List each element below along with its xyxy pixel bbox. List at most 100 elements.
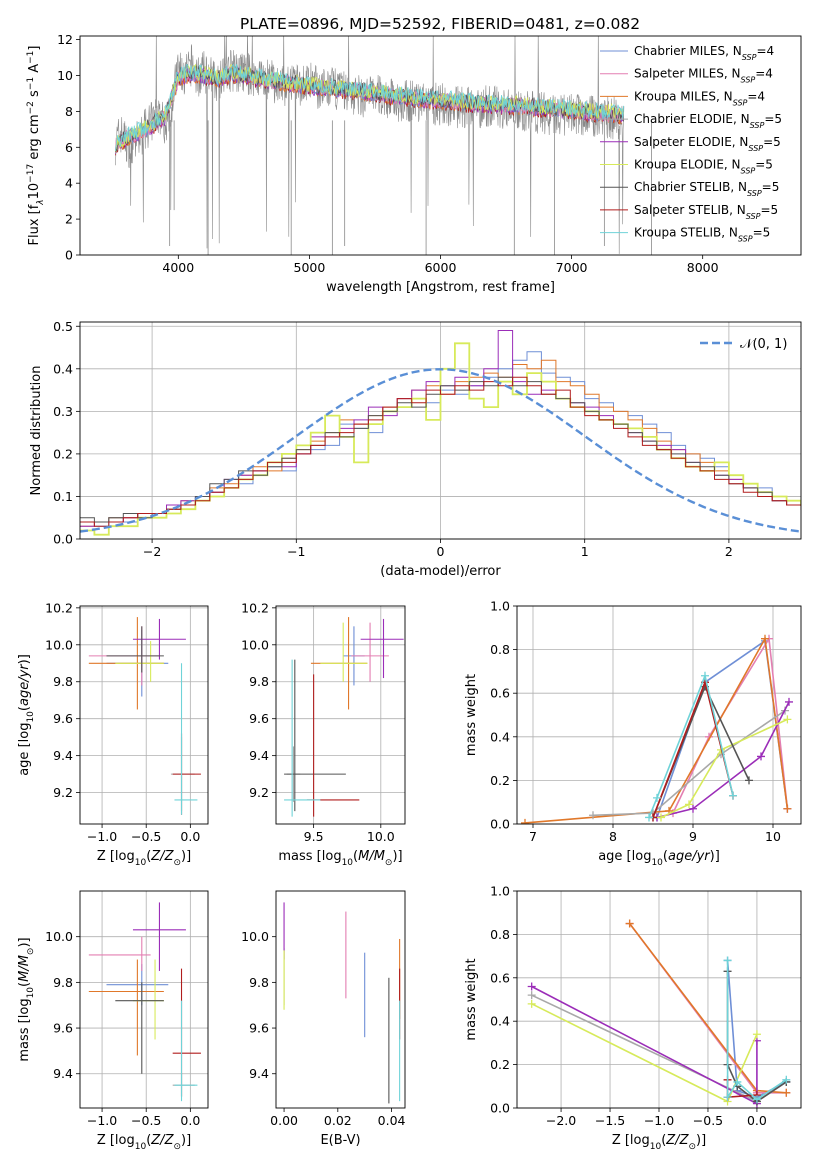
legend-label-sub: SSP: [733, 98, 748, 107]
y-tick-label: 2: [65, 212, 73, 227]
y-axis-label-part: (: [17, 706, 32, 711]
weight-point-marker: [782, 1075, 791, 1084]
legend-label: Chabrier MILES, NSSP=4: [634, 44, 774, 62]
y-axis-label: mass weight: [464, 958, 479, 1040]
x-axis-label-part: Z [log: [97, 1133, 135, 1148]
model-spectrum-line: [115, 63, 624, 152]
weight-point-marker: [757, 752, 765, 761]
y-tick-label: 1.0: [490, 599, 510, 614]
y-axis-label-part: 10: [26, 711, 36, 723]
plot-area: [283, 902, 401, 1104]
y-axis-label: mass weight: [464, 674, 479, 756]
weight-point-marker: [701, 671, 709, 680]
y-axis-label: age [log10(age/yr)]: [17, 654, 36, 776]
legend-label-count: =5: [762, 180, 780, 194]
weight-point-marker: [745, 776, 753, 785]
histogram-line: [80, 376, 801, 523]
x-axis-label-part: (: [663, 849, 668, 864]
legend-label-sub: SSP: [741, 166, 756, 175]
x-axis-label-part: 10: [135, 858, 147, 868]
mass-vs-extinction-panel: 0.00 0.02 0.04 9.4 9.6 9.8 10.0 E(B-V): [241, 890, 406, 1148]
y-axis-label-part: −2: [26, 101, 36, 114]
legend-label-name: Kroupa STELIB, N: [634, 226, 738, 240]
y-axis-label-part: 10: [27, 183, 42, 200]
y-tick-label: 0.4: [490, 1014, 510, 1029]
normal-distribution-curve: [80, 368, 801, 533]
x-tick-label: 9.5: [304, 829, 324, 844]
x-axis-label: mass [log10(M/M⊙)]: [278, 849, 402, 868]
weight-series-line: [592, 709, 786, 817]
weight-point-marker: [625, 919, 634, 928]
y-axis-label-part: )]: [17, 654, 32, 664]
y-tick-label: 0.1: [53, 489, 73, 504]
y-tick-label: 9.8: [249, 975, 269, 990]
weight-point-marker: [723, 1093, 732, 1102]
y-tick-label: 10.2: [45, 600, 73, 615]
model-spectrum-line: [115, 63, 624, 152]
x-tick-label: 4000: [162, 260, 194, 275]
y-tick-label: 0.3: [53, 404, 73, 419]
y-tick-label: 0.5: [53, 319, 73, 334]
x-axis-label-part: Z/Z: [150, 1133, 174, 1148]
observed-spectrum-line: [115, 36, 625, 254]
legend-label: Kroupa MILES, NSSP=4: [634, 89, 765, 107]
legend-label: 𝒩(0, 1): [740, 337, 787, 352]
weight-point-marker: [783, 715, 792, 724]
x-axis-label-part: ⊙: [688, 1142, 696, 1152]
x-tick-label: 6000: [425, 260, 457, 275]
weight-vs-metallicity-panel: −2.0 −1.5 −1.0 −0.5 0.0 0.0 0.2 0.4 0.6 0.8 1.0 Z […: [464, 884, 802, 1152]
legend-label-name: Chabrier ELODIE, N: [634, 112, 750, 126]
legend-label: Salpeter MILES, NSSP=4: [634, 67, 773, 85]
y-tick-label: 10.0: [241, 929, 269, 944]
legend-label-name: Kroupa MILES, N: [634, 89, 733, 103]
legend-label: Chabrier STELIB, NSSP=5: [634, 180, 779, 198]
y-tick-label: 0.0: [490, 1101, 510, 1116]
y-tick-label: 0.6: [490, 970, 510, 985]
y-axis-label-part: λ: [36, 199, 46, 205]
weight-point-marker: [733, 1077, 742, 1086]
y-tick-label: 0: [65, 248, 73, 263]
y-tick-label: 10: [57, 68, 73, 83]
plot-area: [284, 617, 404, 817]
weight-point-marker: [589, 811, 597, 820]
age-vs-mass-panel: 9.5 10.0 9.2 9.4 9.6 9.8 10.0 10.2 mass [log10(M…: [241, 600, 406, 868]
x-axis-label-part: age [log: [598, 849, 651, 864]
y-tick-label: 9.2: [249, 785, 269, 800]
legend-label-count: =4: [756, 44, 774, 58]
x-axis-label: Z [log10(Z/Z⊙)]: [97, 1133, 191, 1152]
legend-label-count: =4: [747, 89, 765, 103]
x-axis-label-part: age/yr: [668, 849, 711, 864]
x-axis-label-part: 10: [342, 858, 354, 868]
y-axis-label-part: age [log: [17, 723, 32, 776]
y-tick-label: 12: [57, 32, 73, 47]
legend-label-count: =5: [763, 135, 781, 149]
x-tick-label: −1.5: [595, 1113, 625, 1128]
mass-vs-metallicity-panel: −1.0 −0.5 0.09.49.69.810.0Z [log10(Z/Z⊙)]m…: [17, 890, 209, 1152]
plot-area: [521, 634, 793, 824]
x-axis-label: Z [log10(Z/Z⊙)]: [97, 849, 191, 868]
weight-point-marker: [723, 956, 732, 965]
y-tick-label: 9.4: [249, 748, 269, 763]
x-axis-label-part: M/M: [358, 849, 385, 864]
y-axis-label-part: A: [27, 64, 42, 77]
x-tick-label: 7: [529, 829, 537, 844]
x-tick-label: 0.00: [270, 1113, 298, 1128]
legend-label-count: =5: [764, 112, 782, 126]
axes-frame: [79, 35, 802, 256]
y-axis-label-part: ⊙: [26, 948, 36, 956]
y-tick-label: 0.4: [53, 361, 73, 376]
weight-point-marker: [657, 813, 665, 822]
y-tick-label: 9.6: [53, 1021, 73, 1036]
x-axis-label-part: (: [661, 1133, 666, 1148]
plot-area: [527, 919, 791, 1108]
x-axis-label-part: 10: [135, 1142, 147, 1152]
plot-area: [115, 36, 652, 255]
weight-point-marker: [527, 991, 536, 1000]
weight-point-marker: [645, 813, 653, 822]
y-tick-label: 9.4: [53, 1066, 73, 1081]
y-tick-label: 9.8: [53, 674, 73, 689]
x-tick-label: 5000: [294, 260, 326, 275]
x-tick-label: 10: [765, 829, 781, 844]
x-axis-label-part: ⊙: [173, 1142, 181, 1152]
